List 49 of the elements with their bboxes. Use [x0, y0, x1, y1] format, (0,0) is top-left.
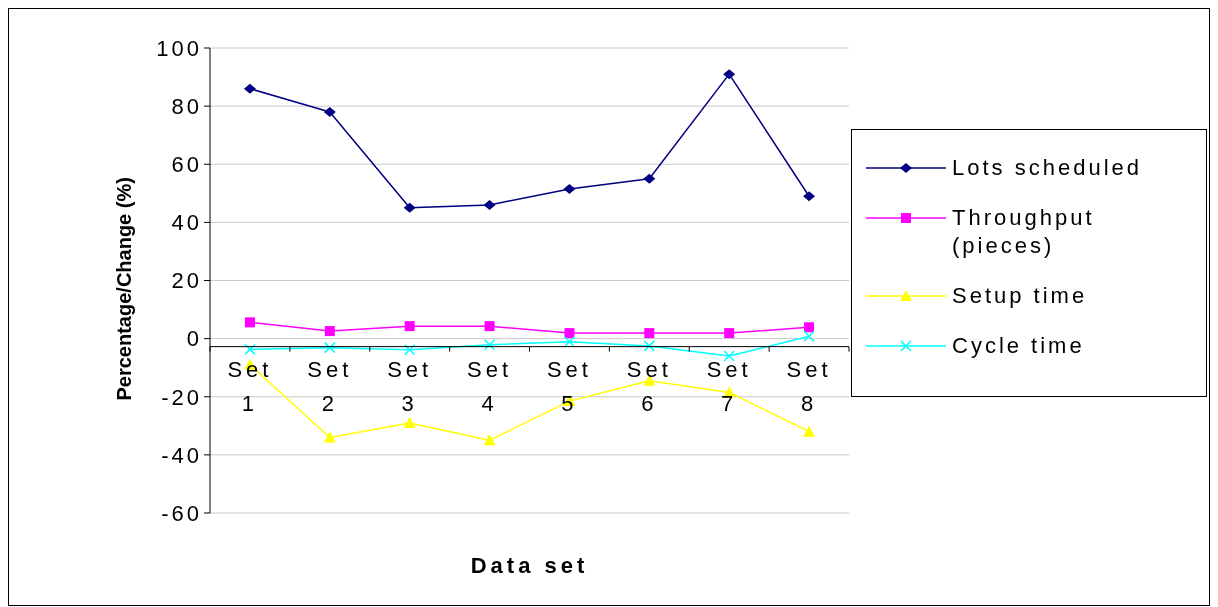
point — [643, 173, 656, 184]
point — [323, 431, 336, 443]
x-tick-label: Set 8 — [786, 356, 832, 416]
point — [803, 191, 816, 202]
legend-label: Cycle time — [952, 332, 1086, 360]
point — [483, 434, 496, 446]
y-tick-label: 0 — [186, 326, 202, 352]
point — [324, 326, 335, 337]
y-tick-label: 80 — [171, 93, 202, 119]
x-tick-label: Set 4 — [467, 356, 513, 416]
x-tick-label: Set 7 — [706, 356, 752, 416]
y-tick-label: -40 — [161, 442, 202, 468]
legend-label: Setup time — [952, 282, 1089, 310]
point — [803, 330, 815, 343]
point — [244, 317, 255, 328]
y-tick-label: 60 — [171, 152, 202, 178]
point — [643, 340, 656, 352]
y-tick-label: 100 — [156, 35, 202, 61]
point — [243, 83, 256, 94]
point — [244, 343, 256, 356]
point — [723, 69, 736, 80]
point — [483, 338, 496, 351]
legend-label: Lots scheduled — [952, 154, 1143, 182]
x-tick-label: Set 6 — [626, 356, 672, 416]
y-tick-label: -20 — [161, 384, 202, 410]
point — [323, 106, 336, 117]
point — [403, 343, 416, 356]
x-axis-title: Data set — [470, 553, 589, 578]
point — [563, 183, 576, 194]
point — [803, 425, 816, 437]
point — [723, 350, 735, 362]
x-tick-label: Set 2 — [307, 356, 353, 416]
point — [724, 328, 735, 339]
point — [403, 416, 416, 428]
point — [403, 202, 416, 213]
point — [483, 199, 496, 210]
point — [564, 328, 575, 339]
x-tick-label: Set 3 — [387, 356, 433, 416]
point — [804, 322, 815, 333]
y-axis-title: Percentage/Change (%) — [113, 177, 136, 401]
y-tick-label: -60 — [161, 500, 202, 526]
y-tick-label: 40 — [171, 210, 202, 236]
point — [324, 341, 336, 354]
point — [404, 321, 415, 332]
y-tick-label: 20 — [171, 268, 202, 294]
legend-label: Throughput (pieces) — [952, 204, 1096, 260]
point — [484, 321, 495, 332]
point — [644, 328, 655, 339]
point — [563, 336, 576, 348]
